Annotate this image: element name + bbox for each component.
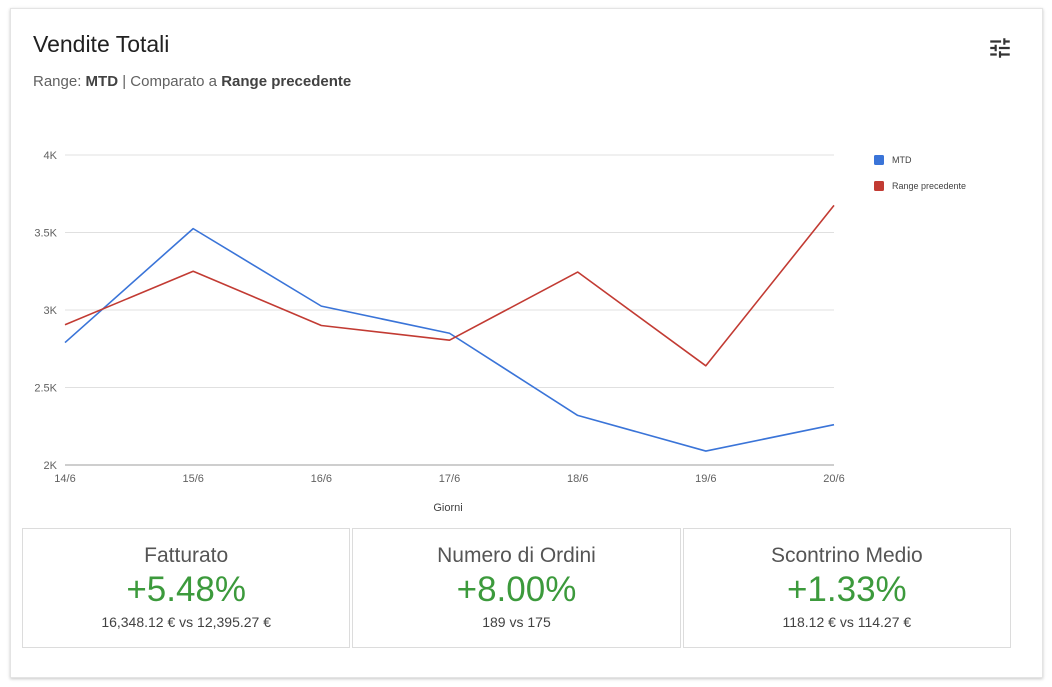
subtitle-separator: | [122,73,127,90]
stat-value: +5.48% [126,570,246,609]
line-chart: 2K 2.5K 3K 3.5K 4K 14/6 15/6 16/6 17/6 18/6 19/6 2… [34,150,966,514]
x-tick-label: 14/6 [54,473,75,485]
x-tick-label: 17/6 [439,473,460,485]
stat-value: +1.33% [786,570,907,609]
stat-box-average-receipt: Scontrino Medio +1.33% 118.12 € vs 114.2… [682,528,1011,648]
stat-box-revenue: Fatturato +5.48% 16,348.12 € vs 12,395.2… [22,528,351,648]
card-subtitle: Range: MTD | Comparato a Range precedent… [33,73,351,90]
x-tick-label: 20/6 [823,473,844,485]
sales-card: Vendite Totali Range: MTD | Comparato a … [10,8,1043,678]
stat-label: Fatturato [144,544,229,567]
stat-box-orders: Numero di Ordini +8.00% 189 vs 175 [352,528,681,648]
stat-compare: 118.12 € vs 114.27 € [782,614,912,630]
tune-icon[interactable] [987,35,1013,61]
range-label: Range: [33,73,82,90]
legend-label: Range precedente [892,181,966,191]
card-title: Vendite Totali [33,31,170,57]
stat-label: Scontrino Medio [770,544,923,567]
y-tick-label: 2K [44,460,58,472]
stat-value: +8.00% [456,570,577,609]
series-lines [64,204,835,452]
y-tick-label: 3.5K [34,228,57,240]
legend-label: MTD [892,155,912,165]
legend-swatch [874,181,884,191]
range-value: MTD [85,73,119,90]
series-line-range-precedente [64,204,835,367]
x-axis-ticks: 14/6 15/6 16/6 17/6 18/6 19/6 20/6 [54,473,844,485]
legend-swatch [874,155,884,165]
compare-label: Comparato a [130,73,218,90]
stat-compare: 16,348.12 € vs 12,395.27 € [101,614,272,630]
y-tick-label: 2.5K [34,383,57,395]
x-tick-label: 15/6 [182,473,203,485]
x-tick-label: 18/6 [567,473,588,485]
grid-lines [65,154,834,466]
stat-compare: 189 vs 175 [482,614,551,630]
stat-label: Numero di Ordini [437,544,596,567]
x-axis-title: Giorni [433,502,462,514]
y-tick-label: 3K [44,305,58,317]
x-tick-label: 16/6 [311,473,332,485]
x-tick-label: 19/6 [695,473,716,485]
y-tick-label: 4K [44,150,58,162]
stats-row: Fatturato +5.48% 16,348.12 € vs 12,395.2… [22,528,1011,648]
series-line-mtd [64,227,835,452]
y-axis-ticks: 2K 2.5K 3K 3.5K 4K [34,150,57,472]
legend: MTD Range precedente [874,155,966,191]
compare-value: Range precedente [221,73,352,90]
